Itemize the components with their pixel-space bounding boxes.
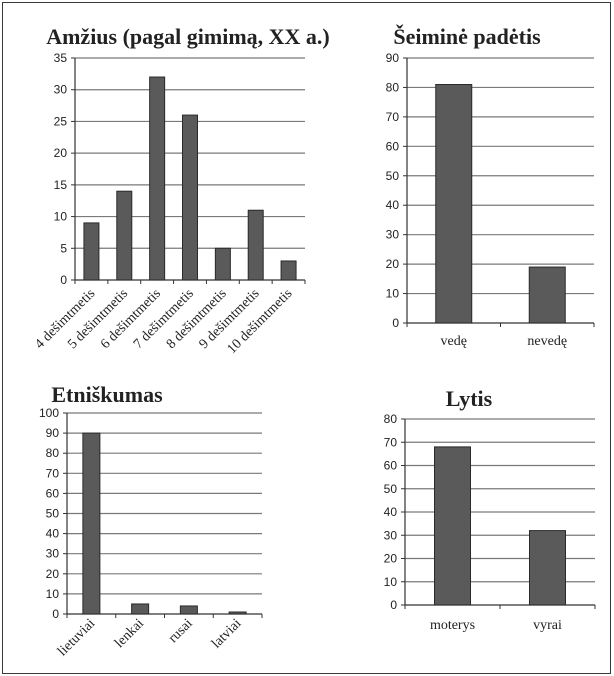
chart-title: Amžius (pagal gimimą, XX a.) [46,24,330,49]
chart-marital: Šeiminė padėtis 0 10 20 30 40 50 60 70 80 90 vedę ne… [386,24,595,349]
chart-title: Lytis [446,386,493,411]
y-tick-label: 90 [386,51,400,65]
x-category-label: moterys [430,618,475,633]
y-tick-label: 40 [384,505,398,519]
y-tick-label: 10 [386,287,400,301]
y-tick-label: 50 [46,507,60,521]
y-tick-label: 25 [54,114,68,128]
bar [280,260,297,281]
y-tick-label: 80 [384,412,398,426]
x-category-label: lietuviai [55,616,98,659]
y-tick-label: 5 [60,241,67,255]
bar [149,76,166,281]
x-category-label: vyrai [533,618,562,633]
y-tick-label: 35 [54,51,68,65]
y-tick-label: 0 [390,598,397,612]
bar [529,530,566,606]
y-tick-label: 100 [39,406,59,420]
y-tick-label: 0 [60,273,67,287]
bar [116,190,133,281]
y-tick-label: 50 [386,169,400,183]
y-tick-label: 20 [384,552,398,566]
y-tick-label: 60 [46,486,60,500]
y-tick-label: 20 [386,257,400,271]
x-category-label: vedę [441,334,467,349]
y-tick-label: 50 [384,482,398,496]
chart-title: Šeiminė padėtis [393,24,541,49]
y-tick-label: 60 [386,139,400,153]
bar [131,603,150,615]
y-tick-label: 10 [384,575,398,589]
bar [179,605,198,615]
y-tick-label: 10 [54,210,68,224]
x-category-label: lenkai [112,616,147,651]
chart-ethnicity: Etniškumas 0 10 20 30 40 50 60 70 80 90 100 lietuvia… [39,382,263,659]
x-category-label: rusai [166,616,196,646]
y-tick-label: 70 [46,466,60,480]
bar [247,209,264,281]
chart-title: Etniškumas [51,382,163,407]
x-category-label: latviai [209,616,244,651]
bar [83,222,100,281]
y-tick-label: 30 [384,528,398,542]
y-tick-label: 20 [54,146,68,160]
bar [82,432,101,615]
y-tick-label: 40 [46,527,60,541]
y-tick-label: 60 [384,459,398,473]
y-tick-label: 30 [54,83,68,97]
y-tick-label: 0 [52,607,59,621]
y-tick-label: 10 [46,587,60,601]
y-tick-label: 40 [386,198,400,212]
y-tick-label: 70 [386,110,400,124]
bar [435,84,473,324]
bar [228,611,247,615]
y-tick-label: 80 [46,446,60,460]
chart-age: Amžius (pagal gimimą, XX a.) 0 5 10 15 20 25 30… [32,24,329,357]
y-tick-label: 80 [386,80,400,94]
y-tick-label: 0 [392,316,399,330]
bar [214,247,231,281]
bar [434,446,471,606]
y-tick-label: 30 [386,228,400,242]
y-tick-label: 20 [46,567,60,581]
chart-sex: Lytis 0 10 20 30 40 50 60 70 80 moterys vyrai [384,386,596,633]
y-tick-label: 15 [54,178,68,192]
y-tick-label: 30 [46,547,60,561]
bar [528,266,566,324]
x-category-label: nevedę [527,334,567,349]
y-tick-label: 70 [384,435,398,449]
y-tick-label: 90 [46,426,60,440]
bar [182,114,198,281]
